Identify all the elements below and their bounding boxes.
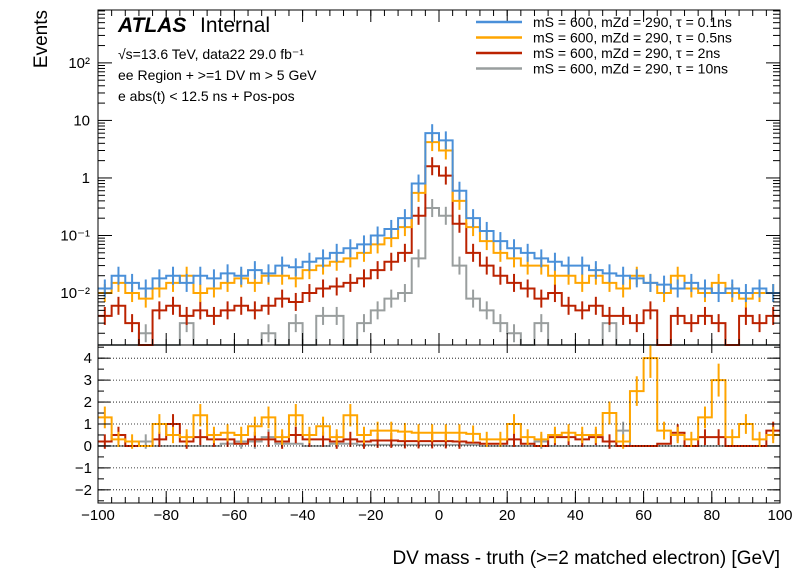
annotation-energy: √s=13.6 TeV, data22 29.0 fb⁻¹	[118, 46, 304, 62]
x-tick-label: 0	[435, 507, 443, 524]
x-tick-label: 20	[499, 507, 516, 524]
legend-entry-1: mS = 600, mZd = 290, τ = 0.5ns	[533, 30, 732, 46]
ratio-y-tick-label: −1	[75, 460, 92, 477]
y-tick-label: 1	[82, 170, 90, 187]
x-tick-label: −40	[290, 507, 315, 524]
y-tick-label: 10²	[68, 55, 90, 72]
y-tick-label: 10	[73, 112, 90, 129]
legend-entry-2: mS = 600, mZd = 290, τ = 2ns	[533, 45, 720, 61]
ratio-y-tick-label: 0	[84, 438, 92, 455]
y-axis-label: Events	[31, 10, 52, 68]
x-tick-label: 40	[567, 507, 584, 524]
axes: −100 −80 −60 −40 −20 0 20 40 60 80 10010⁻²10⁻¹1101…	[60, 10, 793, 524]
ratio-panel-frame	[97, 344, 781, 504]
atlas-label: ATLAS	[117, 14, 186, 37]
x-tick-label: −20	[358, 507, 383, 524]
y-tick-label: 10⁻¹	[60, 227, 90, 244]
main-panel-series	[98, 124, 780, 346]
legend-entry-0: mS = 600, mZd = 290, τ = 0.1ns	[533, 14, 732, 30]
atlas-status: Internal	[200, 14, 270, 37]
ratio-panel-series	[98, 345, 780, 449]
x-axis-label: DV mass - truth (>=2 matched electron) […	[392, 548, 780, 569]
x-tick-label: −60	[222, 507, 247, 524]
ratio-y-tick-label: 3	[84, 372, 92, 389]
annotation-region: ee Region + >=1 DV m > 5 GeV	[118, 67, 317, 83]
ratio-y-tick-label: −2	[75, 482, 92, 499]
ratio-y-tick-label: 4	[84, 350, 92, 367]
series-line-0	[98, 132, 780, 295]
x-tick-label: 60	[635, 507, 652, 524]
x-tick-label: −80	[153, 507, 178, 524]
x-tick-label: −100	[81, 507, 115, 524]
legend-entry-3: mS = 600, mZd = 290, τ = 10ns	[533, 61, 728, 77]
x-tick-label: 80	[703, 507, 720, 524]
annotation-timing: e abs(t) < 12.5 ns + Pos-pos	[118, 88, 295, 104]
ratio-y-tick-label: 2	[84, 394, 92, 411]
x-tick-label: 100	[767, 507, 792, 524]
ratio-line-1	[98, 423, 780, 447]
y-tick-label: 10⁻²	[60, 285, 90, 302]
ratio-y-tick-label: 1	[84, 416, 92, 433]
